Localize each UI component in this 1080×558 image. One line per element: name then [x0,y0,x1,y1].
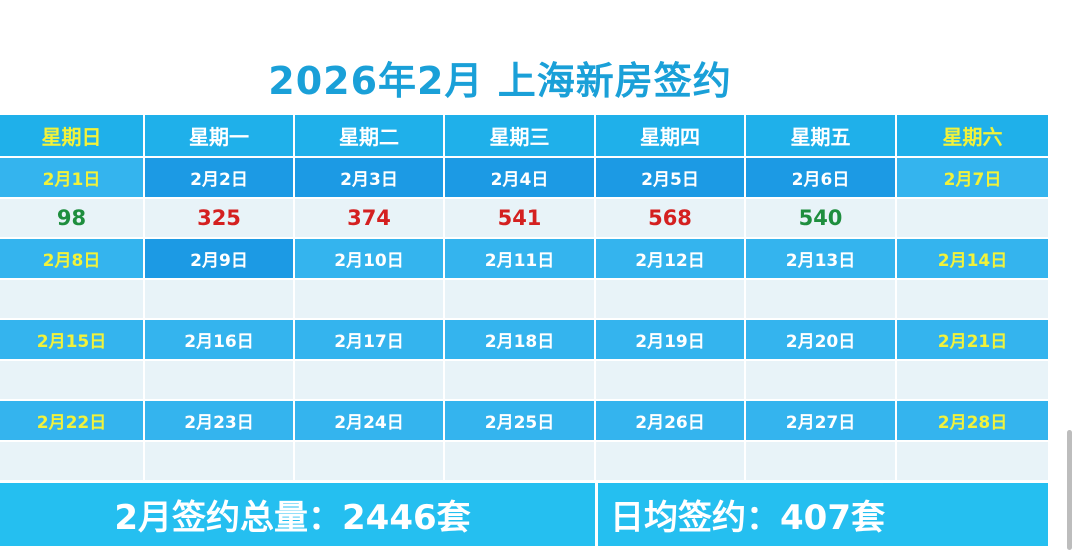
value-cell [295,442,445,482]
date-cell: 2月19日 [596,320,746,361]
value-cell: 541 [445,199,596,239]
value-cell [897,361,1048,401]
value-cell: 374 [295,199,445,239]
monthly-total-banner: 2月签约总量：2446套 [0,483,595,546]
value-cell [145,280,295,320]
weekday-header-tue: 星期二 [295,115,445,158]
daily-average-banner: 日均签约：407套 [598,483,1048,546]
calendar-grid: 星期日 星期一 星期二 星期三 星期四 星期五 星期六 2月1日 2月2日 2月… [0,115,1048,482]
value-cell [445,361,596,401]
vertical-scrollbar[interactable] [1067,430,1072,550]
date-cell: 2月6日 [746,158,897,199]
date-cell: 2月13日 [746,239,897,280]
value-cell [596,280,746,320]
value-cell: 325 [145,199,295,239]
date-cell: 2月1日 [0,158,145,199]
date-cell: 2月9日 [145,239,295,280]
value-cell [295,280,445,320]
value-cell [0,280,145,320]
value-cell [596,442,746,482]
date-cell: 2月26日 [596,401,746,442]
value-cell [295,361,445,401]
date-cell: 2月11日 [445,239,596,280]
date-cell: 2月7日 [897,158,1048,199]
date-cell: 2月17日 [295,320,445,361]
value-cell [897,280,1048,320]
date-cell: 2月16日 [145,320,295,361]
weekday-header-fri: 星期五 [746,115,897,158]
date-cell: 2月28日 [897,401,1048,442]
date-cell: 2月25日 [445,401,596,442]
value-cell [0,442,145,482]
date-cell: 2月10日 [295,239,445,280]
value-cell [145,442,295,482]
weekday-header-mon: 星期一 [145,115,295,158]
date-cell: 2月15日 [0,320,145,361]
date-cell: 2月3日 [295,158,445,199]
date-cell: 2月8日 [0,239,145,280]
weekday-header-sun: 星期日 [0,115,145,158]
date-cell: 2月12日 [596,239,746,280]
value-cell [897,199,1048,239]
value-cell [445,280,596,320]
weekday-header-wed: 星期三 [445,115,596,158]
value-cell [746,442,897,482]
date-cell: 2月2日 [145,158,295,199]
value-cell [746,280,897,320]
date-cell: 2月20日 [746,320,897,361]
weekday-header-thu: 星期四 [596,115,746,158]
date-cell: 2月14日 [897,239,1048,280]
date-cell: 2月22日 [0,401,145,442]
value-cell [897,442,1048,482]
value-cell: 568 [596,199,746,239]
value-cell [0,361,145,401]
value-cell: 98 [0,199,145,239]
date-cell: 2月27日 [746,401,897,442]
weekday-header-sat: 星期六 [897,115,1048,158]
value-cell [746,361,897,401]
value-cell [145,361,295,401]
date-cell: 2月18日 [445,320,596,361]
date-cell: 2月4日 [445,158,596,199]
date-cell: 2月5日 [596,158,746,199]
value-cell [596,361,746,401]
date-cell: 2月24日 [295,401,445,442]
value-cell: 540 [746,199,897,239]
date-cell: 2月23日 [145,401,295,442]
value-cell [445,442,596,482]
page-title: 2026年2月 上海新房签约 [268,59,732,103]
date-cell: 2月21日 [897,320,1048,361]
